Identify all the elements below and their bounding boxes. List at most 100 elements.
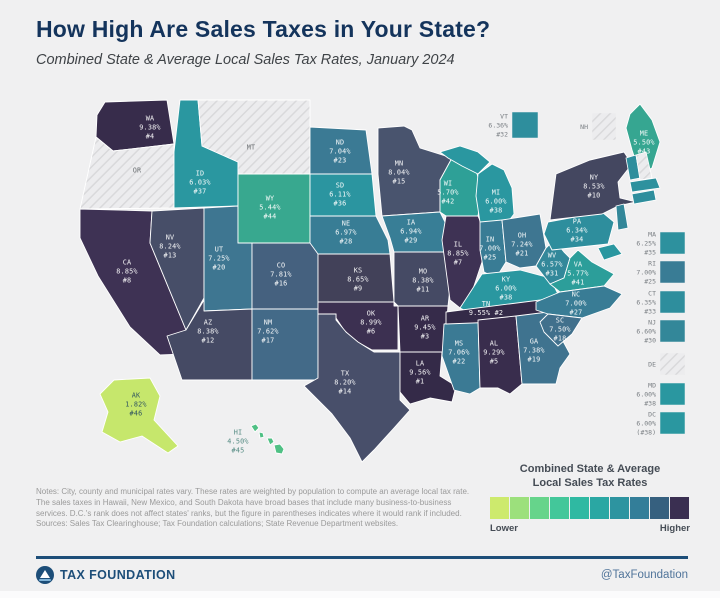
state-shape-la: [399, 351, 457, 405]
map-label: TX 8.20% #14: [334, 369, 355, 395]
map-label: WY 5.44% #44: [259, 194, 280, 220]
state-il: IL 8.85% #7: [441, 215, 485, 309]
footer-divider: [36, 556, 688, 559]
map-label: DE: [648, 360, 656, 368]
state-shape-hi: [250, 423, 285, 455]
brand-name: TAX FOUNDATION: [60, 568, 176, 582]
header: How High Are Sales Taxes in Your State? …: [36, 16, 490, 68]
footer: TAX FOUNDATION @TaxFoundation: [36, 566, 688, 584]
map-label: OH 7.24% #21: [511, 231, 532, 257]
map-label: WA 9.38% #4: [139, 114, 160, 140]
state-nv: NV 8.24% #13: [149, 207, 205, 331]
map-label: CA 8.85% #8: [116, 258, 137, 284]
state-shape-ak: [99, 377, 179, 454]
callout-ri: RI 7.00% #25: [636, 259, 686, 285]
brand: TAX FOUNDATION: [36, 566, 176, 584]
map-label: AR 9.45% #3: [414, 314, 435, 340]
twitter-handle: @TaxFoundation: [600, 569, 688, 581]
state-wa: WA 9.38% #4: [95, 99, 175, 152]
callout-swatch-vt: [511, 111, 539, 139]
callout-de: DE: [648, 352, 686, 376]
callout-ct: CT 6.35% #33: [636, 289, 686, 315]
legend-swatches: [490, 496, 690, 519]
map-label: OR: [133, 166, 142, 174]
map-label: MA 6.25% #35: [636, 230, 656, 256]
state-ny: NY 8.53% #10: [549, 151, 637, 221]
map-label: NE 6.97% #28: [335, 219, 356, 245]
state-shape-ny: [549, 151, 637, 221]
legend-title: Combined State & Average Local Sales Tax…: [519, 463, 661, 490]
callout-nj: NJ 6.60% #30: [636, 318, 686, 344]
map-label: LA 9.56% #1: [409, 359, 430, 385]
state-ks: KS 8.65% #9: [317, 253, 395, 303]
map-label: SC 7.50% #18: [549, 316, 570, 342]
tax-foundation-logo-icon: [36, 566, 54, 584]
page-title: How High Are Sales Taxes in Your State?: [36, 16, 491, 42]
map-label: CO 7.81% #16: [270, 261, 291, 287]
map-label: MD 6.00% #38: [636, 381, 656, 407]
map-label: VT 6.36% #32: [488, 112, 508, 138]
state-shape-wa: [95, 99, 175, 152]
map-label: VA 5.77% #41: [567, 260, 588, 286]
callout-swatch-ma: [659, 231, 686, 255]
legend: Combined State & Average Local Sales Tax…: [490, 462, 690, 534]
legend-color-swatch: [490, 496, 509, 519]
map-label: IN 7.00% #25: [479, 235, 500, 261]
map-label: WV 6.57% #31: [541, 251, 562, 277]
legend-color-swatch: [670, 496, 689, 519]
map-label: MN 8.04% #15: [388, 159, 409, 185]
state-tx: TX 8.20% #14: [303, 313, 411, 463]
map-label: TN 9.55% #2: [469, 300, 503, 317]
callout-nh: NH: [580, 112, 617, 141]
legend-color-swatch: [530, 496, 549, 519]
map-label: KY 6.00% #38: [495, 275, 516, 301]
state-mo: MO 8.38% #11: [393, 251, 453, 307]
callout-md: MD 6.00% #38: [636, 381, 686, 407]
state-ne: NE 6.97% #28: [309, 215, 391, 255]
state-mi: MI 6.00% #38: [439, 145, 515, 223]
map-label: MO 8.38% #11: [412, 267, 433, 293]
legend-color-swatch: [510, 496, 529, 519]
map-label: ND 7.04% #23: [329, 138, 350, 164]
map-label: NH: [580, 123, 588, 131]
map-label: GA 7.38% #19: [523, 337, 544, 363]
callout-ma: MA 6.25% #35: [636, 230, 686, 256]
state-shape-nv: [149, 207, 205, 331]
map-label: NC 7.00% #27: [565, 290, 586, 316]
state-shape-sc: [539, 313, 583, 347]
callout-dc: DC 6.00% (#38): [636, 410, 686, 436]
map-label: MT: [247, 143, 256, 151]
bottom-strip: [0, 591, 720, 598]
state-la: LA 9.56% #1: [399, 351, 457, 405]
map-label: WI 5.70% #42: [437, 179, 458, 205]
small-state-sliver-ma: [629, 177, 661, 193]
state-shape-or: [79, 136, 175, 210]
callout-vt: VT 6.36% #32: [488, 111, 539, 139]
callout-swatch-nj: [659, 319, 686, 343]
state-nm: NM 7.62% #17: [251, 308, 319, 381]
callout-swatch-md: [659, 382, 686, 406]
state-al: AL 9.29% #5: [477, 315, 523, 395]
callout-swatch-ct: [659, 290, 686, 314]
state-nd: ND 7.04% #23: [309, 126, 373, 175]
map-label: MI 6.00% #38: [485, 188, 506, 214]
state-ms: MS 7.06% #22: [441, 319, 481, 395]
state-shape-mi: [439, 145, 515, 223]
map-label: AK 1.82% #46: [125, 391, 146, 417]
map-label: AL 9.29% #5: [483, 339, 504, 365]
state-co: CO 7.81% #16: [251, 242, 319, 310]
state-sd: SD 6.11% #36: [309, 173, 377, 217]
notes-text: Notes: City, county and municipal rates …: [36, 487, 470, 529]
map-label: ID 6.03% #37: [189, 169, 210, 195]
callout-swatch-nh: [591, 112, 617, 141]
legend-color-swatch: [550, 496, 569, 519]
map-label: UT 7.25% #20: [208, 245, 229, 271]
map-label: ME 5.50% #43: [633, 129, 654, 155]
state-ak: AK 1.82% #46: [99, 377, 179, 454]
map-label: DC 6.00% (#38): [636, 410, 656, 436]
legend-color-swatch: [610, 496, 629, 519]
state-in: IN 7.00% #25: [479, 219, 507, 279]
map-label: NY 8.53% #10: [583, 173, 604, 199]
map-label: HI 4.50% #45: [227, 428, 248, 454]
